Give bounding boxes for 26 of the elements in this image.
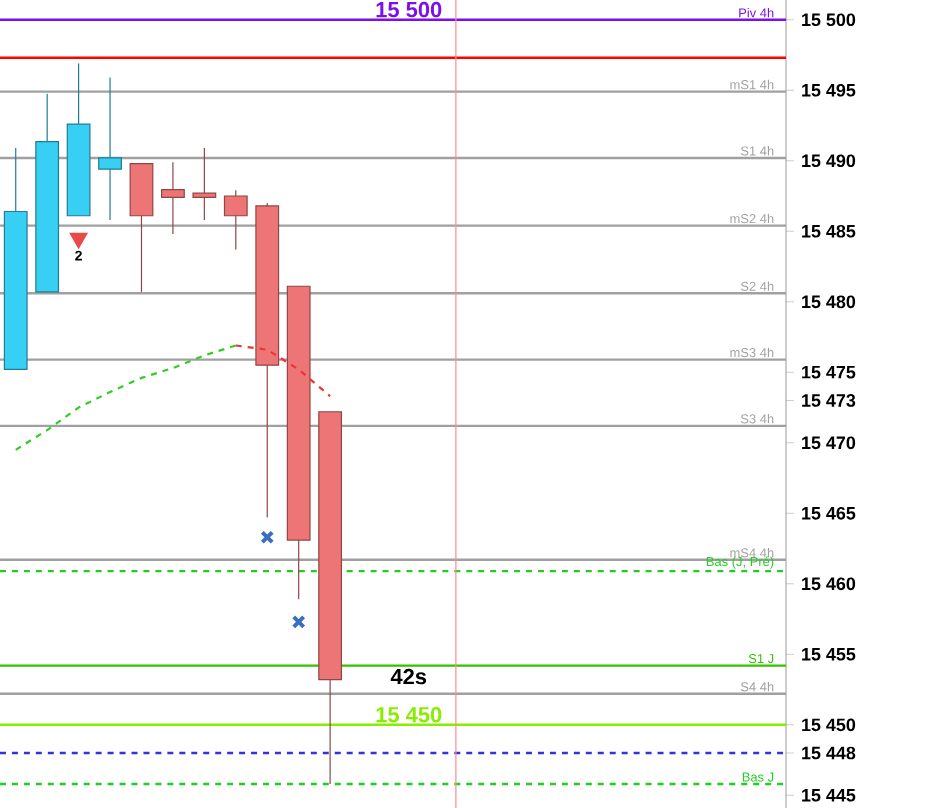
point bbox=[291, 614, 306, 629]
point bbox=[260, 530, 275, 545]
candlestick bbox=[161, 161, 185, 235]
y-tick-label: 15 500 bbox=[802, 13, 856, 27]
y-tick-label: 15 455 bbox=[802, 648, 856, 661]
line-series bbox=[234, 344, 332, 398]
y-tick-label: 15 490 bbox=[802, 154, 856, 168]
line-series bbox=[14, 344, 237, 451]
candlestick bbox=[192, 147, 217, 221]
y-tick-label: 15 495 bbox=[802, 83, 856, 97]
annotation: 15 500 bbox=[376, 1, 442, 18]
candlestick bbox=[98, 76, 122, 221]
y-tick-label: 15 450 bbox=[802, 718, 856, 732]
point bbox=[70, 232, 87, 248]
y-tick-label: 15 465 bbox=[802, 506, 856, 520]
y-tick-label: 15 480 bbox=[802, 295, 856, 309]
y-tick-label: 15 473 bbox=[802, 394, 856, 407]
y-tick-label: 15 460 bbox=[802, 577, 856, 591]
y-tick-label: 15 475 bbox=[802, 366, 856, 379]
annotation: 42s bbox=[390, 668, 427, 685]
y-tick-label: 15 445 bbox=[802, 789, 856, 802]
annotation: 15 450 bbox=[376, 706, 442, 723]
y-tick-label: 15 485 bbox=[802, 224, 856, 238]
y-tick-label: 15 448 bbox=[802, 746, 856, 760]
candlestick bbox=[223, 189, 248, 251]
y-tick-label: 15 470 bbox=[802, 436, 856, 450]
